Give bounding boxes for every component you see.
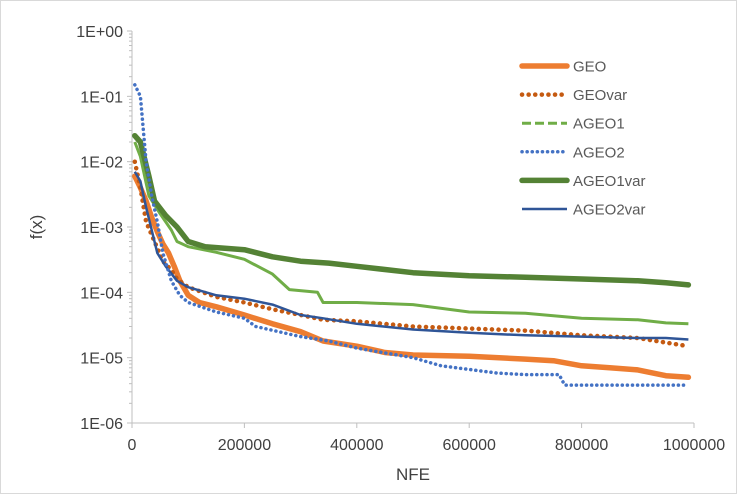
x-axis-title: NFE	[396, 465, 430, 484]
legend-label-ageo2var: AGEO2var	[573, 202, 646, 219]
y-tick-label: 1E-01	[80, 89, 123, 106]
x-tick-label: 600000	[443, 437, 496, 454]
legend-label-geovar: GEOvar	[573, 87, 627, 104]
x-tick-label: 0	[128, 437, 137, 454]
series-line-ageo1var	[132, 132, 692, 288]
legend-label-geo: GEO	[573, 59, 606, 76]
legend: GEO GEOvar AGEO1 AGEO2 AGEO1var AGEO2var	[519, 59, 646, 219]
x-tick-label: 1000000	[663, 437, 725, 454]
y-tick-label: 1E+00	[76, 24, 123, 41]
legend-label-ageo1: AGEO1	[573, 116, 625, 133]
series-line-ageo1	[133, 141, 689, 326]
x-tick-label: 200000	[218, 437, 271, 454]
x-tick-label: 800000	[555, 437, 608, 454]
y-tick-label: 1E-06	[80, 416, 123, 433]
series-line-geovar	[132, 159, 691, 349]
y-axis-title: f(x)	[27, 215, 46, 240]
y-tick-label: 1E-03	[80, 220, 123, 237]
axes: 1E-06 1E-05 1E-04 1E-03 1E-02 1E-01 1E+00 0 2000…	[76, 24, 725, 454]
series-line-ageo2	[133, 83, 691, 387]
legend-label-ageo2: AGEO2	[573, 144, 625, 161]
y-tick-label: 1E-05	[80, 351, 123, 368]
series-line-ageo2var	[133, 171, 689, 341]
legend-label-ageo1var: AGEO1var	[573, 173, 646, 190]
y-tick-label: 1E-04	[80, 285, 123, 302]
series-layer	[132, 83, 692, 387]
x-tick-label: 400000	[330, 437, 383, 454]
y-tick-label: 1E-02	[80, 155, 123, 172]
